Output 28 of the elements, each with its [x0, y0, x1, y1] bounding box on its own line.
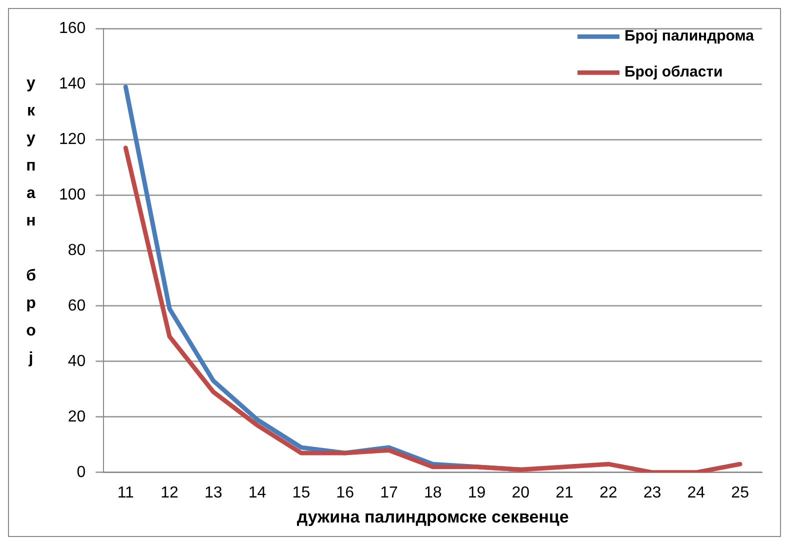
- x-tick-label: 20: [512, 484, 530, 502]
- x-tick-label: 12: [160, 484, 179, 502]
- x-tick-label: 16: [336, 484, 354, 502]
- y-tick-label: 80: [68, 242, 86, 259]
- x-tick-label: 11: [117, 484, 134, 502]
- legend-label: Број палиндрома: [624, 28, 755, 45]
- x-tick-label: 21: [556, 484, 574, 502]
- x-tick-label: 19: [468, 484, 486, 502]
- x-tick-label: 18: [424, 484, 442, 502]
- x-tick-label: 15: [292, 484, 310, 502]
- x-tick-label: 24: [687, 484, 706, 502]
- text: укупан број: [26, 75, 36, 368]
- y-tick-label: 100: [58, 186, 86, 204]
- y-tick-label: 40: [68, 352, 86, 370]
- y-tick-label: 120: [58, 130, 86, 148]
- y-tick-label: 0: [76, 464, 86, 481]
- x-tick-label: 25: [731, 484, 750, 502]
- x-tick-label: 22: [599, 484, 618, 502]
- x-tick-label: 14: [248, 484, 266, 502]
- legend-label: Број области: [624, 64, 723, 81]
- x-axis-title: дужина палиндромске секвенце: [296, 507, 569, 526]
- x-tick-label: 13: [204, 484, 222, 502]
- y-tick-label: 20: [68, 408, 86, 426]
- y-tick-label: 140: [58, 75, 86, 92]
- x-tick-label: 17: [380, 484, 398, 502]
- y-tick-label: 160: [58, 20, 86, 38]
- y-tick-label: 60: [68, 297, 86, 314]
- x-tick-label: 23: [643, 484, 662, 502]
